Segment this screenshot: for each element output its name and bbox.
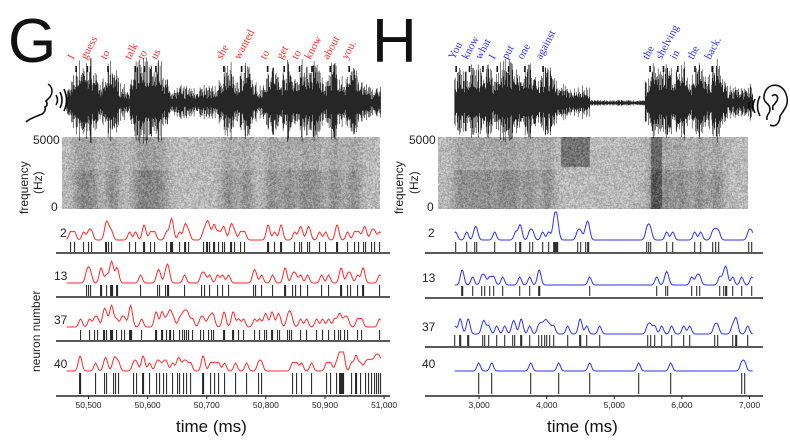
x-tick-label: 7,000 xyxy=(739,400,761,410)
word-label: us xyxy=(148,47,163,61)
spectrogram-h xyxy=(438,137,748,209)
firing-rate-trace xyxy=(66,259,381,284)
neuron-label: 13 xyxy=(422,271,436,285)
spectrogram-ymax-g: 5000 xyxy=(33,133,60,147)
x-tick-label: 51,000 xyxy=(371,400,397,410)
x-tick-label: 6,000 xyxy=(671,400,693,410)
x-tick-label: 50,600 xyxy=(135,400,161,410)
x-tick-label: 3,000 xyxy=(468,400,490,410)
firing-rate-trace xyxy=(454,316,753,335)
firing-rate-trace xyxy=(454,211,754,241)
word-label: to xyxy=(98,48,113,62)
spectrogram-ymin-g: 0 xyxy=(51,200,58,214)
spectrogram-ylabel-h: frequency xyxy=(392,161,406,214)
word-label: I xyxy=(65,52,77,61)
spectrogram-ymax-h: 5000 xyxy=(409,133,436,147)
firing-rate-trace xyxy=(454,265,754,286)
spectrogram-ylabel-g: frequency xyxy=(17,161,31,214)
word-label: guess xyxy=(78,34,100,61)
audio-waveform xyxy=(66,57,381,144)
neuron-label: 2 xyxy=(60,226,67,240)
word-label: back. xyxy=(702,35,724,62)
firing-rate-trace xyxy=(66,351,382,372)
spectrogram-ymin-h: 0 xyxy=(427,200,434,214)
word-label: the xyxy=(640,44,657,62)
neuron-label: 13 xyxy=(54,269,68,283)
x-tick-label: 4,000 xyxy=(536,400,558,410)
word-label: I xyxy=(487,52,499,61)
word-label: the xyxy=(685,44,702,62)
firing-rate-trace xyxy=(66,216,381,241)
speaking-head-icon xyxy=(25,83,68,123)
x-tick-label: 50,900 xyxy=(312,400,338,410)
neuron-label: 2 xyxy=(428,226,435,240)
word-label: wanted xyxy=(232,27,258,61)
neuron-label: 37 xyxy=(422,320,436,334)
word-label: get xyxy=(274,44,291,62)
firing-rate-trace xyxy=(454,359,753,372)
firing-rate-trace xyxy=(66,303,381,328)
x-tick-label: 5,000 xyxy=(604,400,626,410)
x-tick-label: 50,800 xyxy=(253,400,279,410)
word-label: she xyxy=(214,43,232,62)
panel-label-h: H xyxy=(372,7,417,76)
x-tick-label: 50,500 xyxy=(76,400,102,410)
xlabel-g: time (ms) xyxy=(176,417,247,436)
neuron-label: 40 xyxy=(422,357,436,371)
ear-icon xyxy=(747,84,789,127)
word-label: one xyxy=(515,42,533,62)
neuron-label: 40 xyxy=(54,357,68,371)
word-label: in xyxy=(668,48,683,62)
x-tick-label: 50,700 xyxy=(194,400,220,410)
audio-waveform xyxy=(454,58,753,143)
spectrogram-g xyxy=(62,137,380,209)
spectrogram-ylabel-unit-h: (Hz) xyxy=(407,171,421,194)
neuron-label: 37 xyxy=(54,313,68,327)
panel-label-g: G xyxy=(8,7,56,76)
neuron-axis-label: neuron number xyxy=(29,291,43,372)
word-label: know xyxy=(302,34,324,61)
word-label: to xyxy=(258,48,273,62)
word-label: about xyxy=(320,34,342,61)
xlabel-h: time (ms) xyxy=(547,417,618,436)
word-label: you. xyxy=(339,39,359,62)
word-label: against xyxy=(533,28,558,61)
spectrogram-ylabel-unit-g: (Hz) xyxy=(31,171,45,194)
word-label: put xyxy=(500,43,517,61)
